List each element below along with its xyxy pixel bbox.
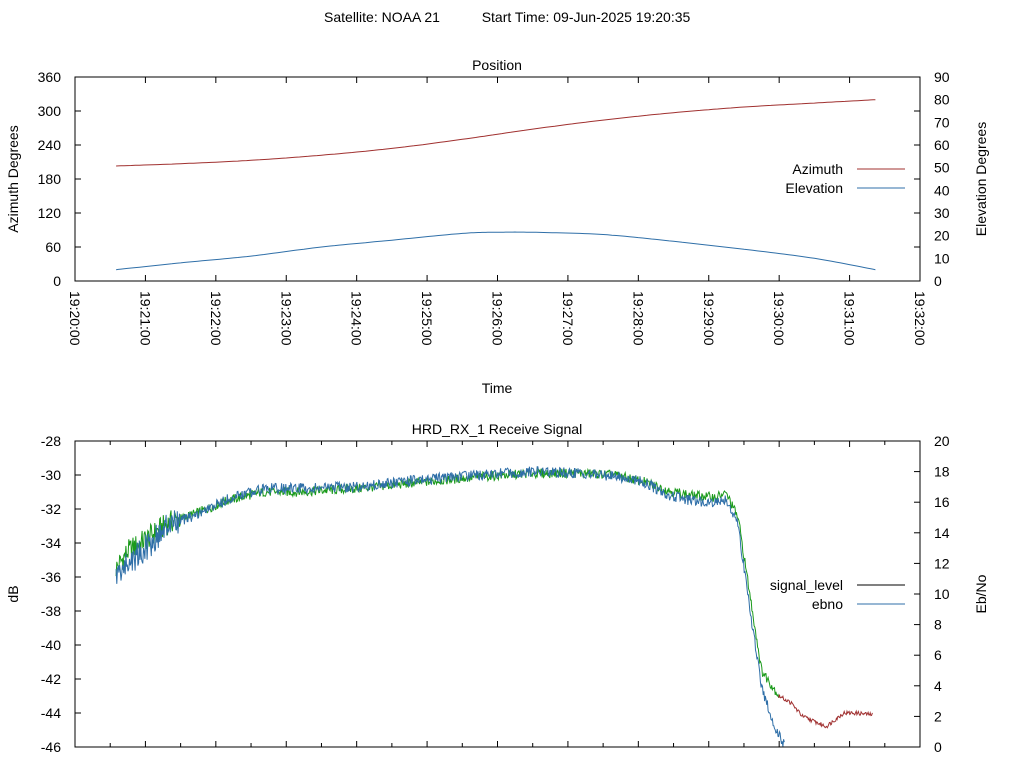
position-y-tick-label: 60 <box>45 239 61 255</box>
signal-x-ticks <box>74 441 921 747</box>
position-x-tick-label: 19:24:00 <box>349 291 365 346</box>
signal-y2-tick-label: 10 <box>934 586 950 602</box>
signal-y-tick-label: -44 <box>41 705 61 721</box>
position-series <box>116 99 876 271</box>
signal-y2-tick-label: 6 <box>934 647 942 663</box>
position-x-tick-label: 19:32:00 <box>912 291 928 346</box>
position-y2-tick-label: 20 <box>934 228 950 244</box>
position-y2-axis-label: Elevation Degrees <box>973 122 989 236</box>
signal-y2-tick-label: 20 <box>934 433 950 449</box>
legend-label-ebno: ebno <box>812 596 843 612</box>
position-chart: Position Azimuth Degrees Elevation Degre… <box>5 57 989 396</box>
position-x-tick-label: 19:31:00 <box>842 291 858 346</box>
position-y2-ticks: 0 10 20 30 40 50 60 70 80 90 <box>934 69 950 289</box>
position-x-tick-label: 19:26:00 <box>490 291 506 346</box>
position-y-tick-label: 120 <box>38 205 62 221</box>
signal-y-tick-label: -30 <box>41 467 61 483</box>
signal-y2-ticks: 0 2 4 6 8 10 12 14 16 18 20 <box>914 433 950 755</box>
start-time-label: Start Time: 09-Jun-2025 19:20:35 <box>482 9 691 25</box>
position-y-tick-label: 180 <box>38 171 62 187</box>
signal-y2-axis-label: Eb/No <box>973 574 989 613</box>
signal-y-tick-label: -42 <box>41 671 61 687</box>
position-y2-tick-label: 80 <box>934 92 950 108</box>
satellite-label: Satellite: NOAA 21 <box>324 9 440 25</box>
position-x-tick-label: 19:20:00 <box>67 291 83 346</box>
signal-series <box>115 466 873 747</box>
position-y2-tick-label: 40 <box>934 182 950 198</box>
signal-y-ticks: -46 -44 -42 -40 -38 -36 -34 -32 -30 -28 <box>41 433 81 755</box>
signal-y-tick-label: -36 <box>41 569 61 585</box>
position-y2-tick-label: 70 <box>934 114 950 130</box>
signal-y2-tick-label: 4 <box>934 678 942 694</box>
signal-y-tick-label: -28 <box>41 433 61 449</box>
signal-y2-tick-label: 14 <box>934 525 950 541</box>
signal-legend: signal_level ebno <box>770 577 905 612</box>
signal-y2-tick-label: 18 <box>934 464 950 480</box>
position-x-ticks: 19:20:00 19:21:00 19:22:00 19:23:00 19:24:00… <box>67 77 928 346</box>
position-x-tick-label: 19:25:00 <box>419 291 435 346</box>
signal-y2-tick-label: 12 <box>934 555 950 571</box>
signal-y2-tick-label: 2 <box>934 708 942 724</box>
signal-y2-tick-label: 16 <box>934 494 950 510</box>
signal-y-tick-label: -38 <box>41 603 61 619</box>
position-y2-tick-label: 30 <box>934 205 950 221</box>
position-y-axis-label: Azimuth Degrees <box>5 125 21 232</box>
series-line-ebno <box>115 466 785 747</box>
series-line-signal-level <box>115 466 780 698</box>
position-legend: Azimuth Elevation <box>785 161 905 196</box>
series-line-signal-level-tail <box>778 694 873 729</box>
position-y2-tick-label: 90 <box>934 69 950 85</box>
position-y-tick-label: 360 <box>38 69 62 85</box>
position-plot-frame <box>74 76 921 282</box>
position-y2-tick-label: 60 <box>934 137 950 153</box>
position-x-tick-label: 19:29:00 <box>701 291 717 346</box>
position-chart-title: Position <box>472 57 522 73</box>
position-x-tick-label: 19:23:00 <box>278 291 294 346</box>
position-x-axis-label: Time <box>482 380 513 396</box>
position-y-tick-label: 0 <box>53 273 61 289</box>
position-x-tick-label: 19:30:00 <box>771 291 787 346</box>
position-y2-tick-label: 0 <box>934 273 942 289</box>
position-y2-tick-label: 50 <box>934 160 950 176</box>
position-y-tick-label: 240 <box>38 137 62 153</box>
position-x-tick-label: 19:27:00 <box>560 291 576 346</box>
signal-chart: HRD_RX_1 Receive Signal dB Eb/No -46-44-… <box>5 421 989 755</box>
position-x-tick-label: 19:22:00 <box>208 291 224 346</box>
signal-y-tick-label: -34 <box>41 535 61 551</box>
position-y2-tick-label: 10 <box>934 250 950 266</box>
series-line-elevation <box>116 231 876 271</box>
position-x-tick-label: 19:28:00 <box>630 291 646 346</box>
signal-y2-tick-label: 8 <box>934 617 942 633</box>
legend-label-signal-level: signal_level <box>770 577 843 593</box>
signal-chart-title: HRD_RX_1 Receive Signal <box>412 421 582 437</box>
signal-y-tick-label: -40 <box>41 637 61 653</box>
series-line-azimuth <box>116 99 876 167</box>
position-x-tick-label: 19:21:00 <box>137 291 153 346</box>
signal-plot-frame <box>74 440 921 748</box>
legend-label-azimuth: Azimuth <box>792 161 843 177</box>
signal-y-tick-label: -32 <box>41 501 61 517</box>
signal-y-tick-label: -46 <box>41 739 61 755</box>
position-y-tick-label: 300 <box>38 103 62 119</box>
position-y-ticks: 0 60 120 180 240 300 360 <box>38 69 920 289</box>
legend-label-elevation: Elevation <box>785 180 843 196</box>
signal-y-axis-label: dB <box>5 585 21 602</box>
signal-y2-tick-label: 0 <box>934 739 942 755</box>
